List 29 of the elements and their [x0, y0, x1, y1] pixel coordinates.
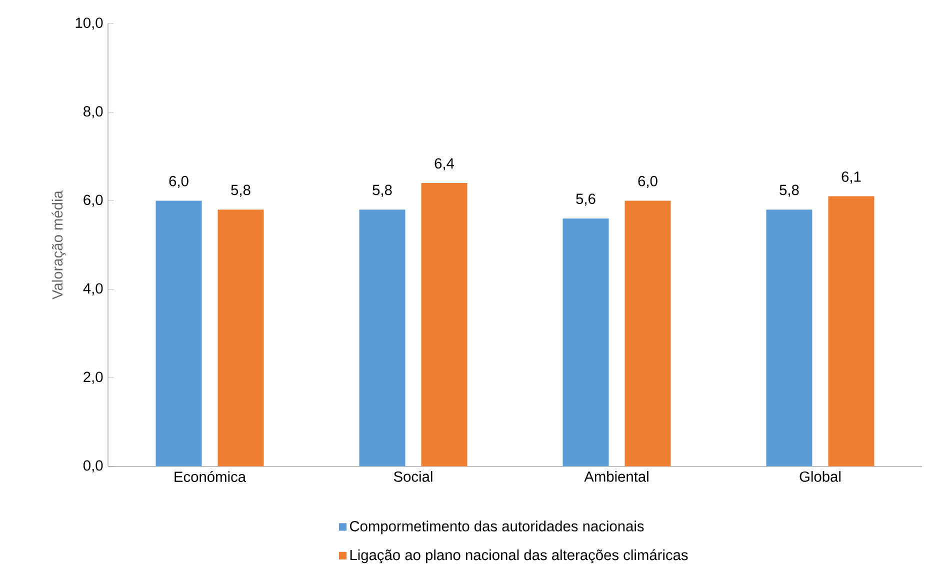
data-label: 5,8: [372, 184, 392, 197]
x-tick-label: Económica: [174, 471, 246, 482]
bar: [359, 210, 406, 466]
data-label: 5,8: [780, 184, 799, 197]
data-label: 5,8: [231, 184, 250, 197]
legend-label: Compormetimento das autoridades nacionais: [350, 520, 644, 534]
y-tick-label: 0,0: [83, 460, 103, 472]
y-tick-label: 6,0: [84, 194, 103, 207]
bar: [421, 183, 468, 466]
y-tick-label: 8,0: [84, 106, 103, 118]
bar: [218, 210, 264, 466]
y-axis-title: Valoração média: [52, 190, 66, 300]
legend-label: Ligação ao plano nacional das alterações climáricas: [350, 549, 688, 564]
data-label: 5,6: [576, 194, 596, 206]
x-tick-label: Global: [800, 471, 840, 482]
data-label: 6,4: [434, 158, 454, 170]
bar: [624, 200, 671, 466]
data-label: 6,0: [169, 176, 188, 188]
bar: [562, 218, 609, 466]
data-label: 6,0: [638, 176, 658, 188]
y-tick-label: 10,0: [76, 18, 103, 30]
y-tick-label: 4,0: [83, 283, 103, 296]
bar: [766, 210, 812, 466]
data-label: 6,1: [842, 171, 861, 184]
bar: [828, 196, 874, 466]
x-tick-label: Social: [394, 471, 432, 482]
x-tick-label: Ambiental: [584, 471, 648, 482]
bar: [156, 200, 202, 466]
y-tick-label: 2,0: [84, 372, 103, 384]
